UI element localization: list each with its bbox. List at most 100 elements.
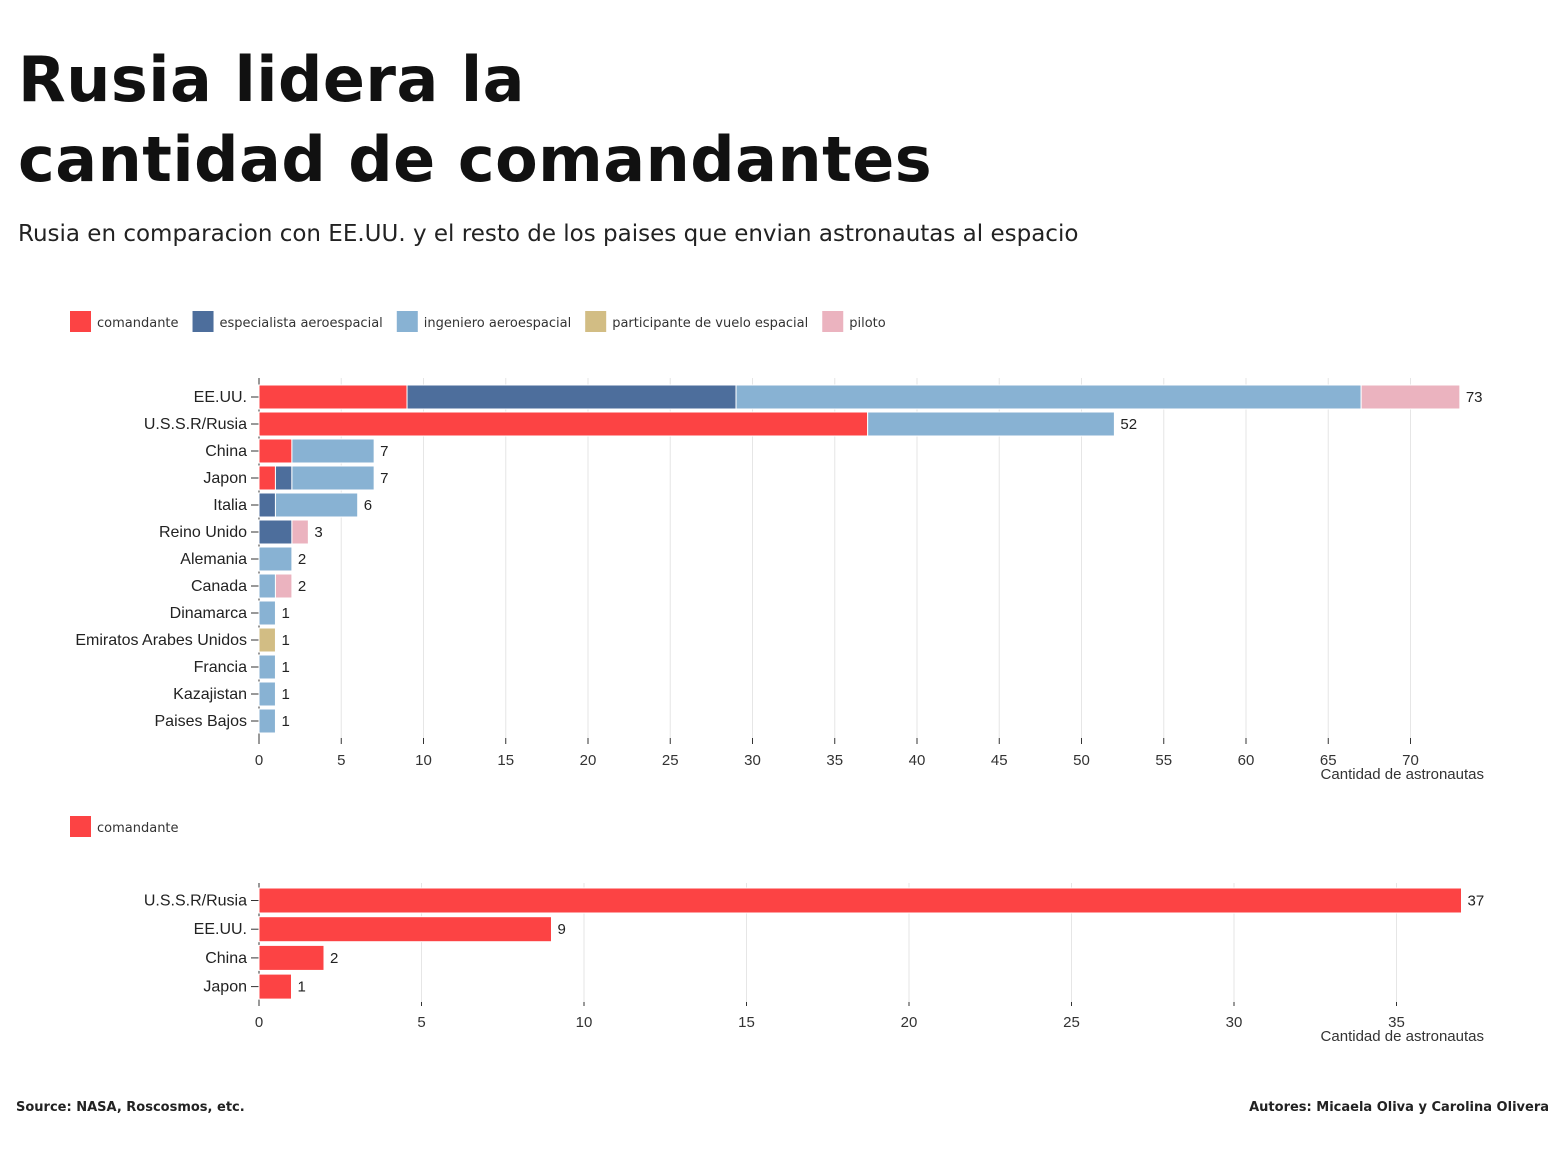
chart1-value-label: 7 (380, 470, 388, 487)
chart2-x-tick-label: 25 (1063, 1014, 1080, 1031)
chart2-category-label: EE.UU. (194, 921, 247, 938)
chart1-legend-label-piloto: piloto (849, 316, 886, 331)
chart2-value-label: 1 (298, 979, 306, 996)
chart2-category-label: U.S.S.R/Rusia (144, 893, 247, 910)
chart1-category-label: U.S.S.R/Rusia (144, 416, 247, 433)
chart1-bar-ee-uu-comandante (258, 384, 408, 410)
chart1-x-tick-label: 40 (909, 752, 926, 769)
chart1-legend-label-comandante: comandante (97, 316, 179, 331)
chart1-category-label: Italia (213, 497, 247, 514)
chart1-value-label: 1 (281, 686, 289, 703)
chart2-value-label: 2 (330, 950, 338, 967)
chart1-bar-canada-ingeniero-aeroespacial (258, 573, 276, 599)
chart1-legend-swatch-piloto (822, 311, 844, 332)
chart1-x-tick-label: 0 (255, 752, 263, 769)
chart2-x-tick-label: 0 (255, 1014, 263, 1031)
chart1-bar-japon-especialista-aeroespacial (274, 465, 293, 491)
chart1-x-tick-label: 45 (991, 752, 1008, 769)
chart1-x-tick-label: 25 (662, 752, 679, 769)
chart1-bar-u-s-s-r-rusia-comandante (258, 411, 869, 437)
chart1-value-label: 2 (298, 578, 306, 595)
title-line-1: Rusia lidera la (18, 43, 525, 116)
chart1-category-label: Reino Unido (159, 524, 247, 541)
chart1-x-tick-label: 60 (1238, 752, 1255, 769)
chart1-x-tick-label: 35 (826, 752, 843, 769)
page-subtitle: Rusia en comparacion con EE.UU. y el res… (18, 221, 1079, 247)
chart1-category-label: Francia (194, 659, 247, 676)
chart1-category-label: Paises Bajos (155, 713, 248, 730)
chart1-bar-reino-unido-especialista-aeroespacial (258, 519, 293, 545)
chart2-x-axis-label: Cantidad de astronautas (1321, 1028, 1484, 1045)
chart1-bar-ee-uu-ingeniero-aeroespacial (735, 384, 1362, 410)
title-line-2: cantidad de comandantes (18, 123, 933, 196)
chart1-legend-swatch-participante-de-vuelo-espacial (585, 311, 607, 332)
chart1-category-label: Alemania (180, 551, 247, 568)
chart1-bar-francia-ingeniero-aeroespacial (258, 654, 276, 680)
chart1-bar-reino-unido-piloto (291, 519, 309, 545)
chart1-bar-u-s-s-r-rusia-ingeniero-aeroespacial (867, 411, 1115, 437)
chart1-bar-canada-piloto (274, 573, 293, 599)
chart1-bar-alemania-ingeniero-aeroespacial (258, 546, 293, 572)
chart1-value-label: 1 (281, 659, 289, 676)
chart1-x-tick-label: 20 (580, 752, 597, 769)
chart2-x-tick-label: 10 (576, 1014, 593, 1031)
chart2-value-label: 37 (1468, 893, 1485, 910)
chart1-category-label: Japon (203, 470, 247, 487)
chart1-value-label: 7 (380, 443, 388, 460)
chart1-bar-ee-uu-especialista-aeroespacial (406, 384, 737, 410)
chart1-legend-label-participante-de-vuelo-espacial: participante de vuelo espacial (612, 316, 808, 331)
chart2-bar-japon-comandante (258, 973, 292, 1000)
chart1-category-label: Canada (191, 578, 247, 595)
chart1-value-label: 1 (281, 632, 289, 649)
chart2-x-tick-label: 5 (417, 1014, 425, 1031)
chart1-value-label: 73 (1466, 389, 1483, 406)
chart1-category-label: Dinamarca (170, 605, 247, 622)
chart1-bar-emiratos-arabes-unidos-participante-de-vuelo-espacial (258, 627, 276, 653)
chart1-bar-kazajistan-ingeniero-aeroespacial (258, 681, 276, 707)
chart1-category-label: Kazajistan (173, 686, 247, 703)
chart1-value-label: 1 (281, 713, 289, 730)
chart2-legend-swatch-comandante (70, 816, 91, 837)
chart2-x-tick-label: 20 (901, 1014, 918, 1031)
chart2-bar-ee-uu-comandante (258, 916, 552, 943)
chart1-x-tick-label: 15 (497, 752, 514, 769)
chart2-x-tick-label: 30 (1226, 1014, 1243, 1031)
chart1-legend-label-especialista-aeroespacial: especialista aeroespacial (220, 316, 383, 331)
chart1-category-label: EE.UU. (194, 389, 247, 406)
chart1-category-label: China (205, 443, 247, 460)
chart1-value-label: 1 (281, 605, 289, 622)
chart1-x-tick-label: 30 (744, 752, 761, 769)
chart2-value-label: 9 (558, 921, 566, 938)
authors-note: Autores: Micaela Oliva y Carolina Oliver… (1249, 1100, 1549, 1115)
chart1-bar-japon-comandante (258, 465, 276, 491)
chart2-legend-label-comandante: comandante (97, 821, 179, 836)
chart2-category-label: Japon (203, 979, 247, 996)
chart1-bar-italia-ingeniero-aeroespacial (274, 492, 359, 518)
chart1-legend-swatch-ingeniero-aeroespacial (396, 311, 418, 332)
chart1-x-tick-label: 50 (1073, 752, 1090, 769)
chart1-x-tick-label: 65 (1320, 752, 1337, 769)
chart1-legend-swatch-comandante (70, 311, 91, 332)
chart1-x-tick-label: 70 (1402, 752, 1419, 769)
chart1-value-label: 6 (364, 497, 372, 514)
chart2-bar-u-s-s-r-rusia-comandante (258, 887, 1462, 914)
chart1-value-label: 2 (298, 551, 306, 568)
chart1-bar-china-comandante (258, 438, 293, 464)
chart2-category-label: China (205, 950, 247, 967)
chart1-bar-paises-bajos-ingeniero-aeroespacial (258, 708, 276, 734)
chart2-x-tick-label: 15 (738, 1014, 755, 1031)
chart1-value-label: 3 (314, 524, 322, 541)
page-title: Rusia lidera la cantidad de comandantes (18, 40, 1118, 200)
chart1-bar-japon-ingeniero-aeroespacial (291, 465, 375, 491)
chart2-x-tick-label: 35 (1388, 1014, 1405, 1031)
chart1-bar-ee-uu-piloto (1360, 384, 1461, 410)
chart1-value-label: 52 (1120, 416, 1137, 433)
source-note: Source: NASA, Roscosmos, etc. (16, 1100, 245, 1115)
chart1-legend-label-ingeniero-aeroespacial: ingeniero aeroespacial (424, 316, 571, 331)
chart1-bar-dinamarca-ingeniero-aeroespacial (258, 600, 276, 626)
chart1-category-label: Emiratos Arabes Unidos (75, 632, 247, 649)
chart1-x-tick-label: 55 (1155, 752, 1172, 769)
chart1-bar-italia-especialista-aeroespacial (258, 492, 276, 518)
chart2-bar-china-comandante (258, 944, 325, 971)
chart1-x-axis-label: Cantidad de astronautas (1321, 766, 1484, 783)
